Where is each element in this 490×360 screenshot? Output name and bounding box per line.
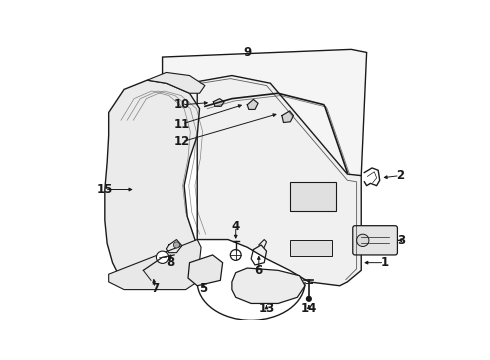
Text: 6: 6	[255, 264, 263, 277]
Circle shape	[357, 234, 369, 247]
Polygon shape	[109, 239, 201, 289]
Text: 9: 9	[243, 46, 251, 59]
Bar	[290, 239, 332, 256]
Text: 12: 12	[173, 135, 190, 148]
Text: 5: 5	[199, 282, 207, 294]
Text: 14: 14	[301, 302, 317, 315]
Polygon shape	[197, 76, 361, 286]
Polygon shape	[105, 80, 199, 286]
Text: 3: 3	[397, 234, 405, 247]
Text: 10: 10	[173, 98, 190, 111]
Text: 11: 11	[173, 118, 190, 131]
Polygon shape	[163, 49, 367, 176]
Text: 8: 8	[166, 256, 174, 269]
Circle shape	[173, 242, 179, 248]
Bar	[290, 182, 336, 211]
Polygon shape	[232, 268, 305, 303]
Text: 4: 4	[232, 220, 240, 233]
Polygon shape	[282, 111, 294, 122]
Polygon shape	[214, 99, 224, 106]
Text: 1: 1	[380, 256, 389, 269]
Polygon shape	[147, 72, 205, 93]
Text: 13: 13	[258, 302, 275, 315]
Text: 7: 7	[151, 282, 159, 294]
Circle shape	[306, 296, 312, 302]
FancyBboxPatch shape	[353, 226, 397, 255]
Text: 15: 15	[97, 183, 113, 196]
Text: 2: 2	[395, 169, 404, 182]
Polygon shape	[188, 255, 222, 286]
Circle shape	[156, 251, 169, 264]
Polygon shape	[247, 99, 258, 109]
